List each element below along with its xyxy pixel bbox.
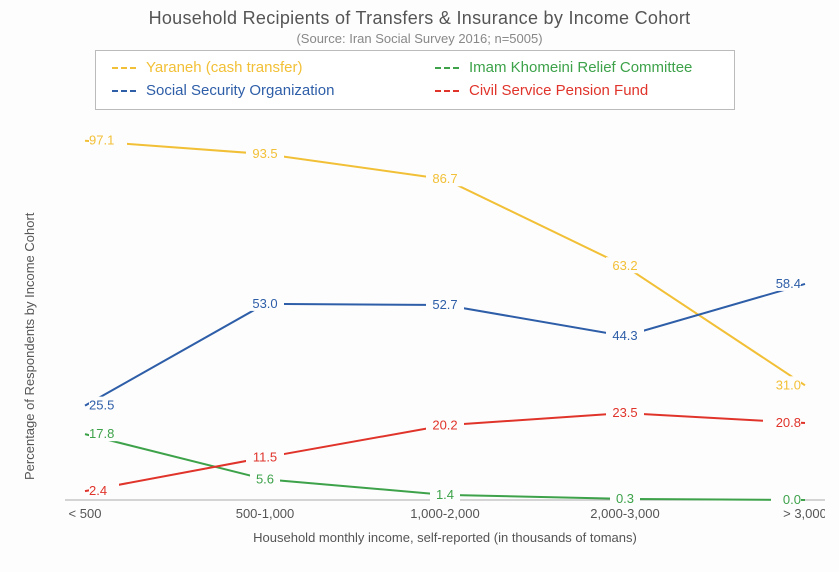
data-label: 97.1 bbox=[89, 133, 114, 148]
data-label-group: 58.4 bbox=[763, 275, 801, 291]
legend-swatch bbox=[112, 90, 136, 92]
data-label: 11.5 bbox=[253, 449, 277, 464]
x-tick-label: < 500 bbox=[69, 506, 102, 521]
data-label-group: 63.2 bbox=[606, 257, 644, 273]
legend-label: Yaraneh (cash transfer) bbox=[146, 59, 302, 76]
data-label: 20.8 bbox=[776, 415, 801, 430]
data-label-group: 0.0 bbox=[771, 491, 801, 507]
data-label-group: 20.2 bbox=[426, 416, 464, 432]
data-label: 2.4 bbox=[89, 483, 107, 498]
data-label-group: 17.8 bbox=[89, 425, 127, 441]
legend-item: Civil Service Pension Fund bbox=[435, 82, 718, 99]
data-label-group: 23.5 bbox=[606, 404, 644, 420]
legend-swatch bbox=[435, 90, 459, 92]
chart-title: Household Recipients of Transfers & Insu… bbox=[0, 0, 839, 29]
legend-swatch bbox=[435, 67, 459, 69]
legend-item: Imam Khomeini Relief Committee bbox=[435, 59, 718, 76]
x-tick-label: 2,000-3,000 bbox=[590, 506, 659, 521]
data-label-group: 93.5 bbox=[246, 145, 284, 161]
data-label: 5.6 bbox=[256, 471, 274, 486]
data-label: 53.0 bbox=[252, 296, 277, 311]
x-tick-label: 1,000-2,000 bbox=[410, 506, 479, 521]
data-label: 31.0 bbox=[776, 377, 801, 392]
data-label: 58.4 bbox=[776, 276, 801, 291]
data-label-group: 86.7 bbox=[426, 170, 464, 186]
data-label-group: 52.7 bbox=[426, 296, 464, 312]
data-label: 63.2 bbox=[612, 258, 637, 273]
data-label: 0.0 bbox=[783, 492, 801, 507]
data-label: 17.8 bbox=[89, 426, 114, 441]
data-label-group: 25.5 bbox=[89, 397, 127, 413]
data-label: 23.5 bbox=[612, 405, 637, 420]
legend-item: Yaraneh (cash transfer) bbox=[112, 59, 395, 76]
x-tick-label: 500-1,000 bbox=[236, 506, 295, 521]
legend-swatch bbox=[112, 67, 136, 69]
data-label-group: 5.6 bbox=[250, 470, 280, 486]
data-label-group: 0.3 bbox=[610, 490, 640, 506]
data-label: 0.3 bbox=[616, 491, 634, 506]
y-axis-label: Percentage of Respondents by Income Coho… bbox=[22, 213, 37, 480]
data-label: 20.2 bbox=[432, 417, 457, 432]
data-label: 93.5 bbox=[252, 146, 277, 161]
chart-subtitle: (Source: Iran Social Survey 2016; n=5005… bbox=[0, 29, 839, 46]
data-label-group: 20.8 bbox=[763, 414, 801, 430]
data-label-group: 1.4 bbox=[430, 486, 460, 502]
legend: Yaraneh (cash transfer) Imam Khomeini Rel… bbox=[95, 50, 735, 110]
data-label-group: 31.0 bbox=[763, 376, 801, 392]
data-label: 1.4 bbox=[436, 487, 454, 502]
data-label-group: 11.5 bbox=[246, 448, 284, 464]
legend-label: Social Security Organization bbox=[146, 82, 334, 99]
data-label-group: 97.1 bbox=[89, 132, 127, 148]
x-tick-label: > 3,000 bbox=[783, 506, 825, 521]
data-label-group: 44.3 bbox=[606, 327, 644, 343]
data-label: 25.5 bbox=[89, 398, 114, 413]
data-label-group: 53.0 bbox=[246, 295, 284, 311]
legend-item: Social Security Organization bbox=[112, 82, 395, 99]
legend-label: Imam Khomeini Relief Committee bbox=[469, 59, 692, 76]
legend-label: Civil Service Pension Fund bbox=[469, 82, 648, 99]
data-label: 86.7 bbox=[432, 171, 457, 186]
data-label-group: 2.4 bbox=[89, 482, 119, 498]
chart-container: Household Recipients of Transfers & Insu… bbox=[0, 0, 839, 572]
data-label: 52.7 bbox=[432, 297, 457, 312]
data-label: 44.3 bbox=[612, 328, 637, 343]
plot-area: < 500 500-1,000 1,000-2,000 2,000-3,000 > 3,… bbox=[65, 130, 825, 540]
